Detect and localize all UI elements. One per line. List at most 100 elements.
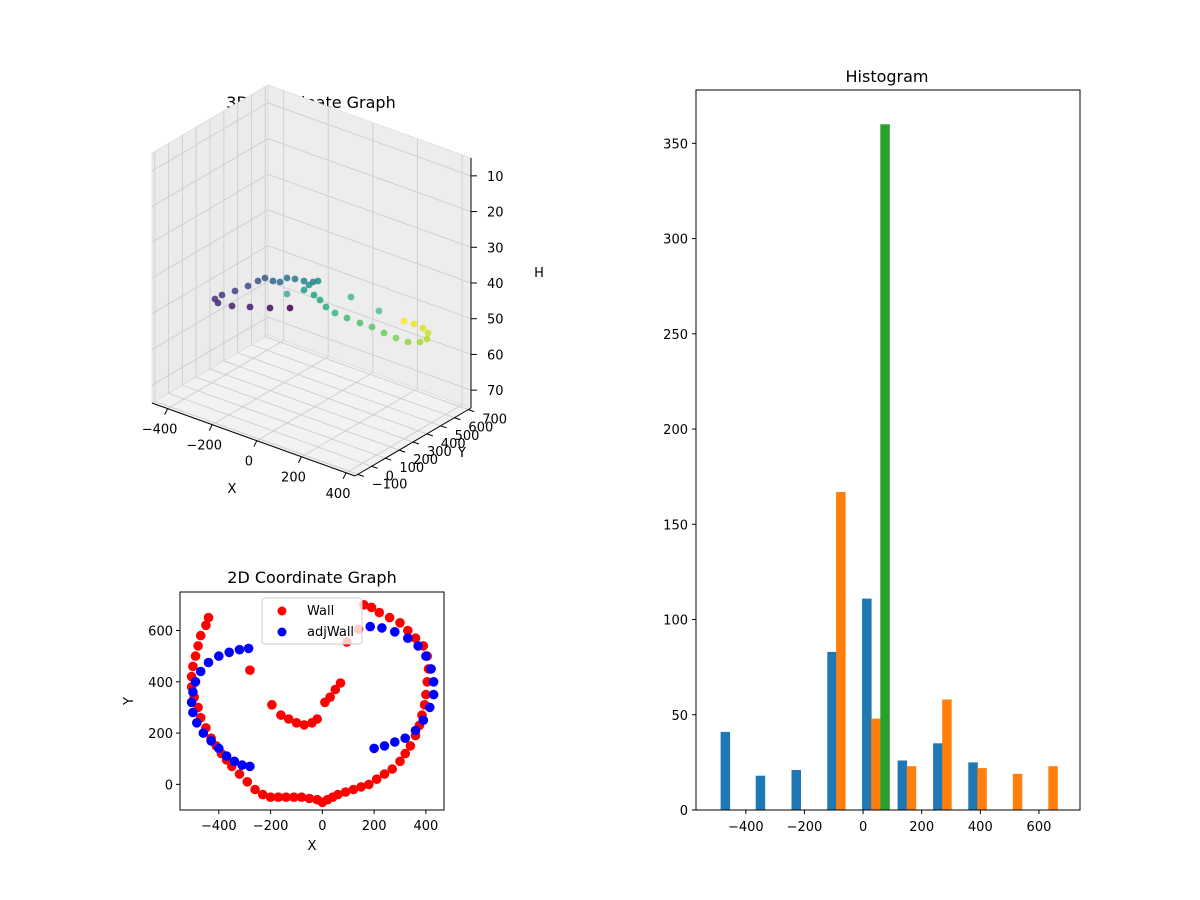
point-wall (245, 665, 255, 675)
point-wall (289, 792, 299, 802)
grid-z-back (267, 245, 472, 320)
z-tick-label: 50 (487, 313, 504, 328)
point-wall (356, 782, 367, 792)
y-tick (440, 425, 447, 429)
point-adjwall (243, 643, 254, 654)
z-tick-label: 70 (487, 384, 504, 399)
grid-z-left (151, 280, 269, 350)
x-tick-label: −400 (142, 423, 178, 438)
chart-3d-grid (151, 86, 472, 475)
point-wall (405, 741, 416, 751)
point-3d (211, 295, 219, 303)
legend-box (261, 597, 363, 645)
chart-3d-points (211, 274, 432, 346)
grid-y-floor (251, 344, 455, 419)
histogram-bar (933, 743, 943, 810)
x-tick-label: 200 (362, 819, 387, 834)
point-3d (314, 277, 322, 285)
chart-3d-zlabel: H (534, 266, 544, 281)
grid-z-left (151, 316, 269, 386)
point-wall (250, 784, 260, 795)
x-tick-label: −400 (201, 819, 237, 834)
y-tick-label: 200 (413, 453, 438, 468)
point-wall (276, 710, 286, 720)
x-tick-label: 200 (909, 820, 934, 835)
point-wall (304, 793, 315, 804)
y-tick-label: 50 (671, 709, 688, 724)
histogram-bar (836, 491, 846, 810)
point-3d (244, 282, 252, 290)
grid-y-floor (237, 352, 441, 427)
point-wall (296, 792, 307, 802)
x-tick-label: −200 (253, 819, 289, 834)
point-3d (300, 277, 308, 285)
point-wall (395, 756, 405, 767)
chart-2d-xlabel: X (308, 839, 317, 854)
x-tick-label: 0 (318, 819, 326, 834)
point-wall (193, 641, 203, 651)
y-tick-label: 300 (663, 233, 688, 248)
point-3d (392, 334, 400, 342)
grid-y-floor (209, 368, 414, 443)
point-adjwall (214, 743, 224, 754)
point-wall (320, 697, 330, 708)
chart-2d-legend: Wall adjWall (261, 597, 363, 645)
point-3d (423, 335, 431, 343)
grid-z-back (267, 102, 472, 177)
point-3d (276, 278, 284, 286)
point-3d (231, 287, 239, 295)
point-wall (265, 792, 276, 802)
point-adjwall (203, 657, 214, 668)
point-wall (395, 618, 405, 628)
point-wall (410, 633, 421, 643)
y-tick (357, 473, 364, 477)
histogram-bar (791, 770, 801, 810)
grid-z-back (267, 173, 472, 248)
point-wall (195, 630, 206, 641)
point-3d (283, 290, 291, 298)
point-wall (188, 661, 198, 672)
histogram-bar (1048, 766, 1058, 810)
grid-y-floor (182, 384, 386, 459)
y-tick (454, 417, 461, 421)
point-3d (305, 281, 313, 289)
histogram-bar (720, 731, 731, 810)
point-adjwall (188, 687, 198, 697)
histogram-bar (755, 775, 766, 810)
y-tick-label: 100 (399, 461, 424, 476)
histogram-title: Histogram (846, 67, 929, 86)
x-tick-label: 200 (281, 471, 306, 486)
point-3d (254, 277, 262, 285)
point-adjwall (421, 651, 431, 661)
histogram-bar (871, 718, 881, 810)
point-3d (380, 329, 388, 337)
y-tick-label: 600 (148, 624, 173, 639)
point-wall (203, 612, 214, 623)
point-adjwall (369, 743, 379, 754)
point-adjwall (425, 702, 435, 713)
chart-3d-ylabel: Y (457, 446, 466, 461)
chart-2d-ticks: −400 −200 0 200 400 0 200 400 600 (148, 624, 438, 834)
point-wall (333, 789, 343, 800)
point-adjwall (206, 736, 216, 746)
z-tick-label: 20 (487, 206, 504, 221)
x-tick (342, 472, 347, 480)
point-wall (371, 774, 382, 784)
y-tick-label: 0 (680, 804, 688, 819)
chart-2d-points (186, 600, 439, 808)
x-tick-label: 0 (859, 820, 867, 835)
z-tick-label: 10 (487, 170, 504, 185)
histogram-bar (827, 651, 837, 810)
point-wall (348, 784, 359, 795)
point-adjwall (379, 741, 390, 751)
grid-z-back (267, 209, 472, 284)
point-wall (190, 651, 201, 661)
point-3d (356, 319, 364, 327)
histogram-bar (862, 598, 872, 810)
point-wall (299, 720, 310, 730)
point-3d (310, 291, 318, 299)
point-3d (246, 303, 254, 311)
x-tick-label: 400 (326, 487, 351, 502)
y-tick-label: 0 (165, 778, 173, 793)
